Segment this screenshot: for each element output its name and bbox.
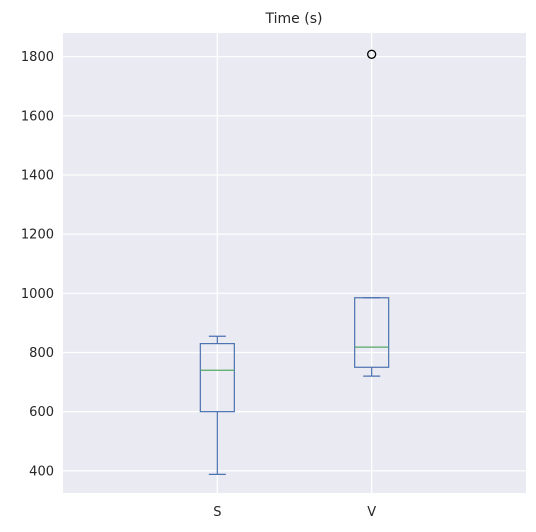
y-tick-label: 1600 <box>21 109 54 124</box>
box-group <box>354 49 390 377</box>
x-tick-label: S <box>213 505 221 520</box>
y-tick-label: 1200 <box>21 228 54 243</box>
box-marks <box>199 49 390 475</box>
iqr-box <box>199 343 235 413</box>
y-tick-label: 400 <box>29 464 54 479</box>
y-tick-label: 600 <box>29 405 54 420</box>
y-tick-label: 1000 <box>21 287 54 302</box>
box-group <box>199 335 235 475</box>
grid-lines <box>63 33 526 493</box>
outlier-point <box>367 49 377 59</box>
y-axis-ticks: 400 600 800 1000 1200 1400 1600 1800 <box>21 50 54 479</box>
iqr-box <box>354 297 390 368</box>
chart-title: Time (s) <box>265 11 323 27</box>
y-tick-label: 800 <box>29 346 54 361</box>
y-tick-label: 1400 <box>21 168 54 183</box>
y-tick-label: 1800 <box>21 50 54 65</box>
x-tick-label: V <box>367 505 376 520</box>
plot-background <box>63 33 526 493</box>
